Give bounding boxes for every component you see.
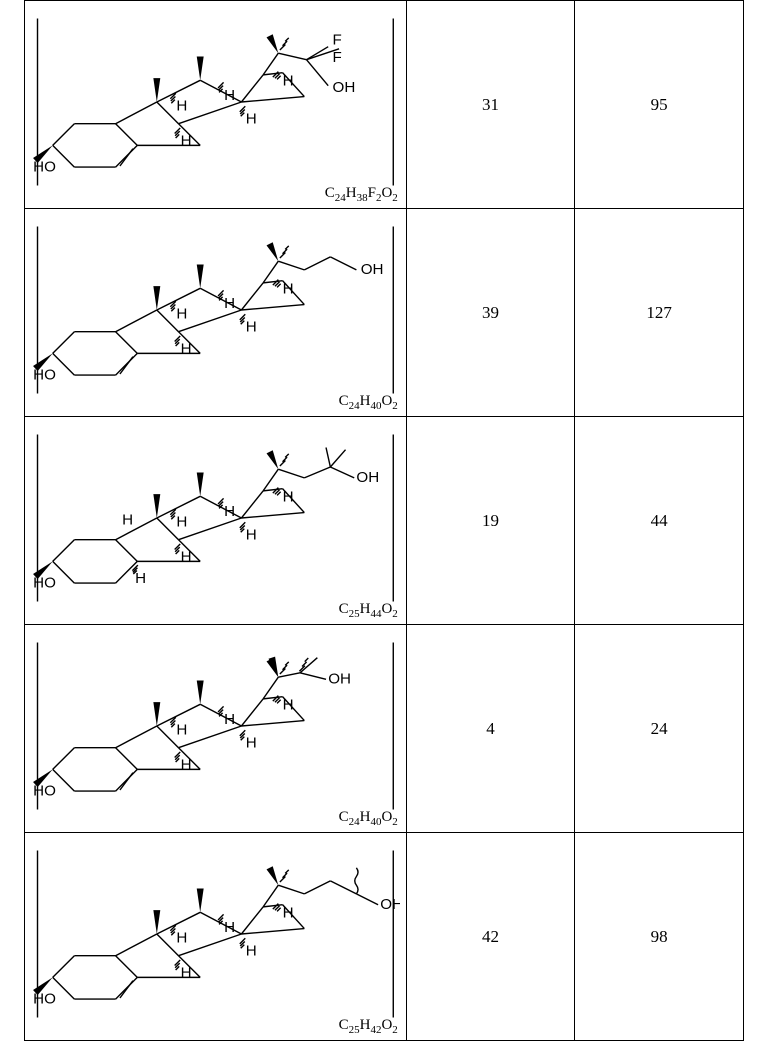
table-row: HHHHHHHOHOHC25H44O21944 <box>25 417 744 625</box>
table-row: HHHHHOHOHC25H42O24298 <box>25 833 744 1041</box>
molecular-formula: C24H38F2O2 <box>325 185 398 204</box>
table-row: HHHHHOHOHC24H40O2424 <box>25 625 744 833</box>
svg-text:H: H <box>176 514 187 531</box>
svg-text:HO: HO <box>33 782 56 799</box>
svg-text:H: H <box>224 87 235 104</box>
value-col-3: 127 <box>575 209 744 417</box>
svg-text:H: H <box>283 697 294 714</box>
svg-text:HO: HO <box>33 366 56 383</box>
table-row: HHHHHOHOHC24H40O239127 <box>25 209 744 417</box>
svg-text:OH: OH <box>328 671 351 688</box>
value-col-2: 19 <box>406 417 574 625</box>
svg-text:H: H <box>283 73 294 90</box>
svg-text:H: H <box>181 340 192 357</box>
svg-text:HO: HO <box>33 158 56 175</box>
svg-text:H: H <box>246 527 257 544</box>
svg-text:F: F <box>333 49 342 66</box>
compound-table: HHHHHOHFFOHC24H38F2O23195HHHHHOHOHC24H40… <box>24 0 744 1041</box>
value-col-2: 39 <box>406 209 574 417</box>
svg-text:H: H <box>283 905 294 922</box>
svg-text:H: H <box>181 548 192 565</box>
svg-text:HO: HO <box>33 990 56 1007</box>
svg-text:H: H <box>122 512 133 529</box>
molecular-formula: C24H40O2 <box>339 393 398 412</box>
svg-text:H: H <box>181 132 192 149</box>
value-col-3: 24 <box>575 625 744 833</box>
svg-text:H: H <box>283 281 294 298</box>
value-col-3: 98 <box>575 833 744 1041</box>
svg-text:H: H <box>176 930 187 947</box>
molecular-formula: C25H44O2 <box>339 601 398 620</box>
svg-text:HO: HO <box>33 574 56 591</box>
svg-text:OH: OH <box>356 469 379 486</box>
structure-cell: HHHHHOHOHC25H42O2 <box>25 833 407 1041</box>
svg-text:OH: OH <box>361 261 384 278</box>
svg-text:H: H <box>135 570 146 587</box>
svg-text:H: H <box>246 111 257 128</box>
svg-text:H: H <box>176 306 187 323</box>
svg-text:OH: OH <box>380 896 400 913</box>
molecular-formula: C25H42O2 <box>339 1017 398 1036</box>
svg-text:H: H <box>246 943 257 960</box>
svg-text:H: H <box>224 919 235 936</box>
value-col-2: 42 <box>406 833 574 1041</box>
svg-text:H: H <box>224 711 235 728</box>
svg-text:H: H <box>181 756 192 773</box>
value-col-2: 4 <box>406 625 574 833</box>
svg-text:H: H <box>176 98 187 115</box>
structure-cell: HHHHHOHOHC24H40O2 <box>25 625 407 833</box>
svg-text:H: H <box>246 735 257 752</box>
svg-text:H: H <box>176 722 187 739</box>
svg-text:H: H <box>246 319 257 336</box>
structure-cell: HHHHHOHOHC24H40O2 <box>25 209 407 417</box>
svg-text:OH: OH <box>333 79 356 96</box>
molecular-formula: C24H40O2 <box>339 809 398 828</box>
svg-text:H: H <box>224 503 235 520</box>
svg-text:F: F <box>333 32 342 49</box>
structure-cell: HHHHHHHOHOHC25H44O2 <box>25 417 407 625</box>
value-col-3: 95 <box>575 1 744 209</box>
value-col-3: 44 <box>575 417 744 625</box>
table-row: HHHHHOHFFOHC24H38F2O23195 <box>25 1 744 209</box>
structure-cell: HHHHHOHFFOHC24H38F2O2 <box>25 1 407 209</box>
value-col-2: 31 <box>406 1 574 209</box>
svg-text:H: H <box>283 489 294 506</box>
svg-text:H: H <box>224 295 235 312</box>
svg-text:H: H <box>181 964 192 981</box>
